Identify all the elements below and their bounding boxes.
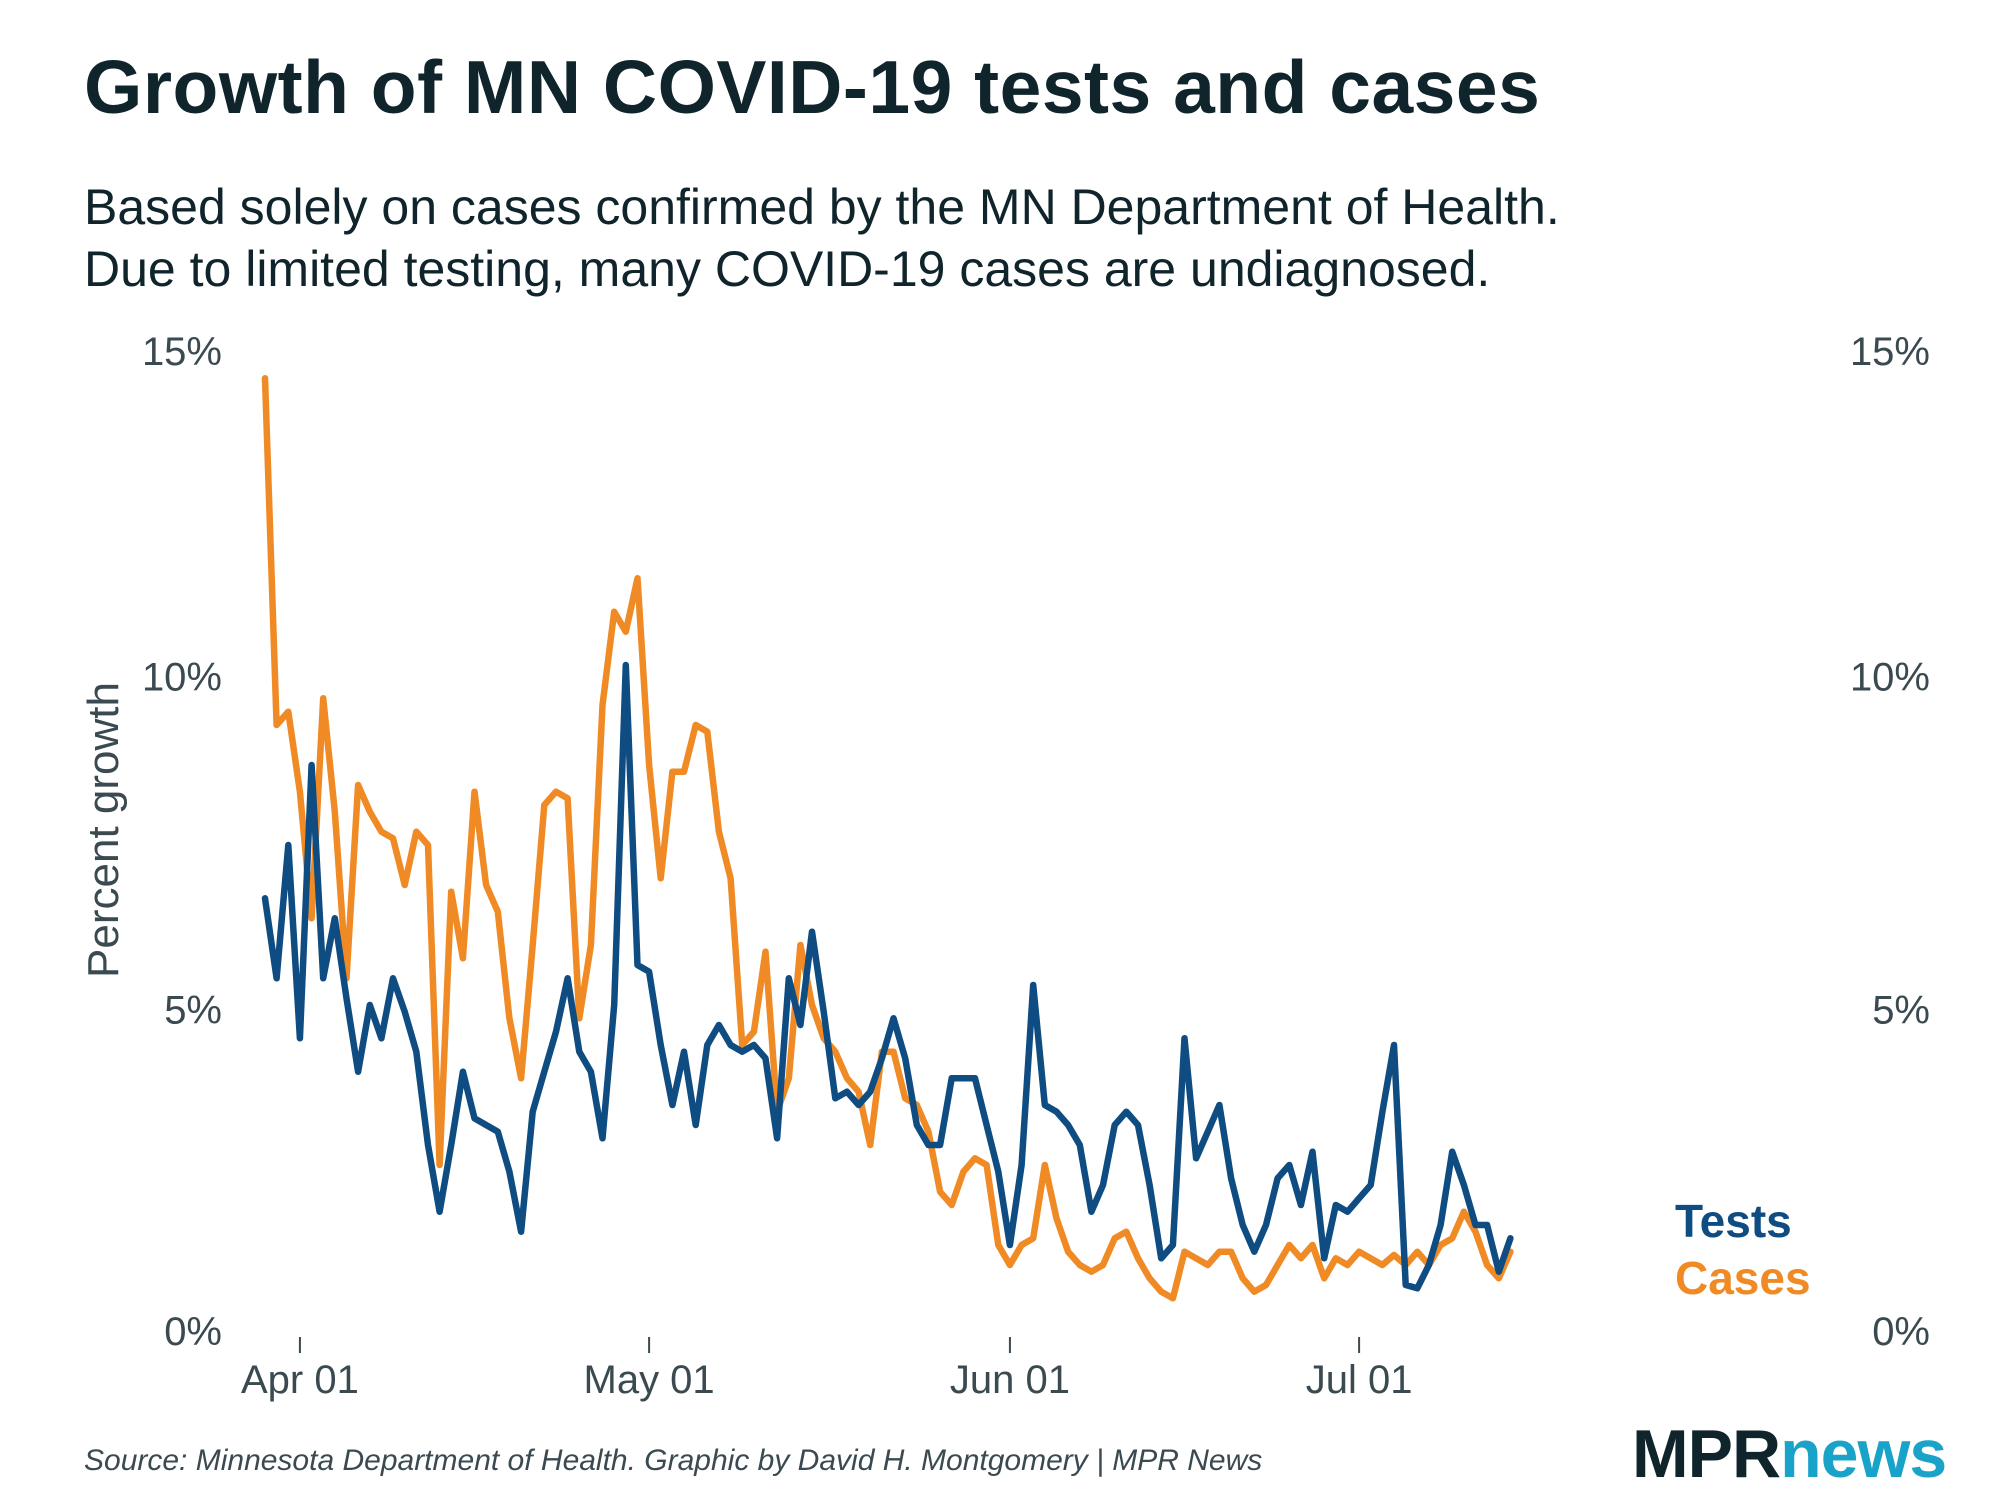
y-tick-right-15: 15% <box>1850 330 1930 374</box>
logo-news: news <box>1780 1416 1947 1492</box>
y-tick-left-15: 15% <box>142 330 222 374</box>
x-tick-label: Apr 01 <box>241 1358 359 1402</box>
x-tick-label: May 01 <box>584 1358 715 1402</box>
series-layer <box>261 375 1514 1302</box>
y-tick-left-10: 10% <box>142 655 222 699</box>
chart-subtitle: Based solely on cases confirmed by the M… <box>84 176 1560 300</box>
x-axis: Apr 01 May 01 Jun 01 Jul 01 <box>241 1337 1412 1402</box>
y-tick-left-5: 5% <box>164 989 222 1033</box>
y-tick-right-10: 10% <box>1850 655 1930 699</box>
y-tick-right-0: 0% <box>1872 1310 1930 1354</box>
subtitle-line-1: Based solely on cases confirmed by the M… <box>84 179 1560 235</box>
logo-mpr: MPR <box>1632 1416 1781 1492</box>
x-tick-label: Jul 01 <box>1306 1358 1413 1402</box>
chart-title: Growth of MN COVID-19 tests and cases <box>84 45 1541 129</box>
y-axis-label: Percent growth <box>79 682 128 978</box>
y-tick-left-0: 0% <box>164 1310 222 1354</box>
mpr-news-logo: MPRnews <box>1632 1420 1947 1488</box>
y-tick-right-5: 5% <box>1872 989 1930 1033</box>
series-line-cases <box>261 375 1514 1302</box>
y-axis-right: 0% 5% 10% 15% <box>1850 330 1930 1354</box>
series-label-cases: Cases <box>1675 1252 1811 1304</box>
y-axis-left: 0% 5% 10% 15% <box>142 330 222 1354</box>
x-tick-label: Jun 01 <box>950 1358 1070 1402</box>
series-line-tests <box>261 661 1514 1292</box>
source-note: Source: Minnesota Department of Health. … <box>84 1444 1263 1477</box>
series-label-tests: Tests <box>1675 1195 1792 1247</box>
subtitle-line-2: Due to limited testing, many COVID-19 ca… <box>84 241 1491 297</box>
